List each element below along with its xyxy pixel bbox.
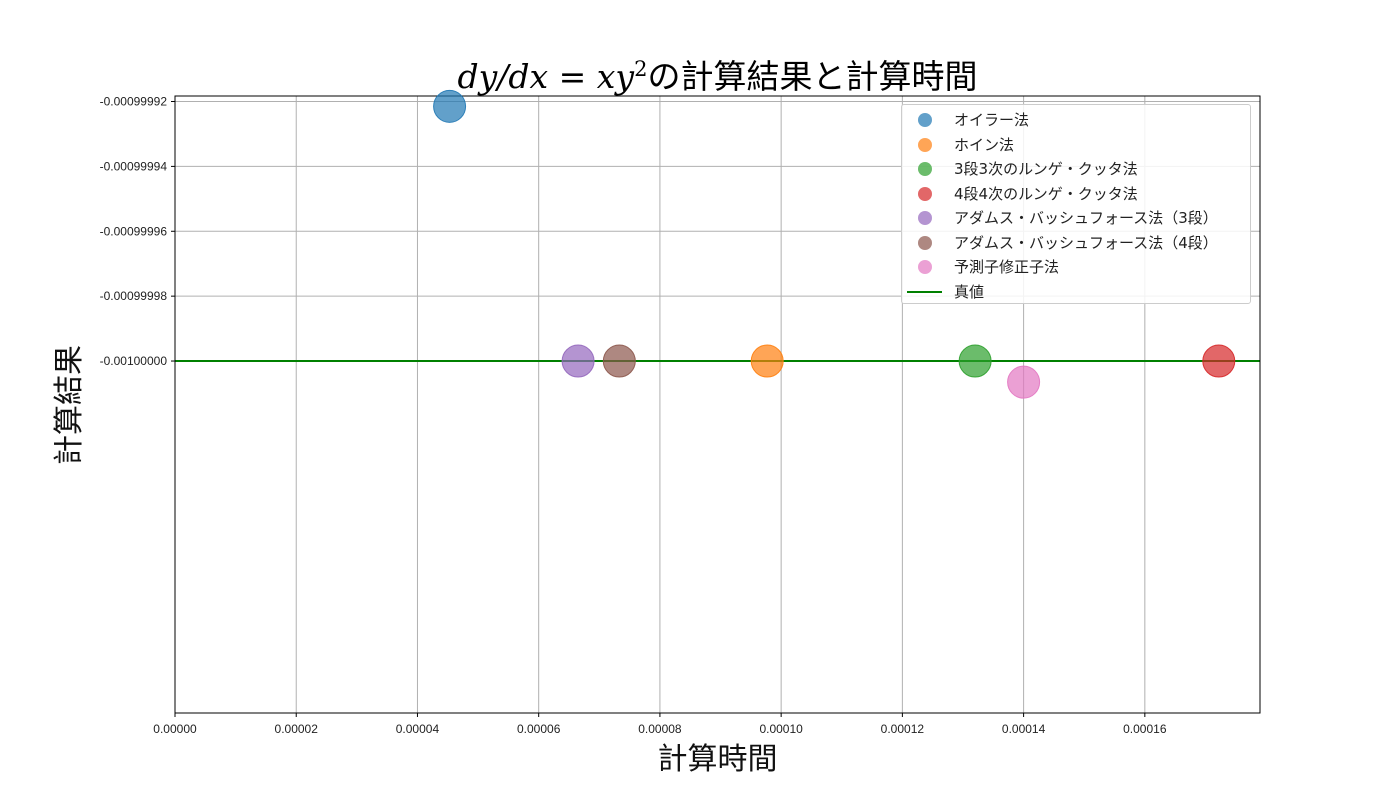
legend-item: 真値 [902, 280, 1250, 305]
legend-item: アダムス・バッシュフォース法（4段） [902, 231, 1250, 256]
legend-label: 3段3次のルンゲ・クッタ法 [954, 160, 1138, 178]
legend-label: 予測子修正子法 [954, 258, 1060, 276]
chart-title: dy/dx = xy2の計算結果と計算時間 [175, 50, 1260, 98]
y-axis-label: 計算結果 [52, 345, 87, 465]
x-tick-label: 0.00012 [881, 722, 925, 736]
y-tick-label: -0.00099998 [100, 289, 168, 303]
title-equation: dy/dx = xy2 [457, 57, 648, 96]
y-tick-label: -0.00100000 [100, 354, 168, 368]
x-axis-label: 計算時間 [657, 742, 778, 777]
x-tick-label: 0.00004 [396, 722, 440, 736]
plot-frame [174, 95, 1261, 714]
x-tick-label: 0.00014 [1002, 722, 1046, 736]
legend-item: 予測子修正子法 [902, 255, 1250, 280]
legend-item: オイラー法 [902, 108, 1250, 133]
legend-marker [918, 235, 932, 250]
legend-label: アダムス・バッシュフォース法（3段） [954, 209, 1218, 227]
x-tick-label: 0.00016 [1123, 722, 1167, 736]
legend-marker [918, 260, 932, 274]
data-point [602, 344, 636, 378]
legend-marker [918, 137, 932, 152]
x-tick-label: 0.00008 [638, 722, 682, 736]
legend-marker [918, 162, 932, 176]
legend-label: アダムス・バッシュフォース法（4段） [954, 233, 1218, 252]
x-tick-label: 0.00002 [275, 722, 319, 736]
title-text: の計算結果と計算時間 [647, 57, 978, 96]
legend-marker [918, 186, 932, 201]
y-tick-label: -0.00099996 [100, 224, 168, 238]
data-point [958, 344, 992, 378]
legend-item: ホイン法 [902, 133, 1250, 158]
legend-item: 3段3次のルンゲ・クッタ法 [902, 157, 1250, 182]
legend-label: オイラー法 [954, 111, 1030, 129]
legend: オイラー法ホイン法 3段3次のルンゲ・クッタ法 4段4次のルンゲ・クッタ法アダムス・… [901, 104, 1251, 304]
x-tick-label: 0.00006 [517, 722, 561, 736]
legend-label: 真値 [954, 282, 985, 301]
x-tick-label: 0.00000 [153, 722, 197, 736]
data-point [1007, 365, 1041, 399]
legend-item: 4段4次のルンゲ・クッタ法 [902, 182, 1250, 207]
y-tick-label: -0.00099994 [100, 159, 168, 173]
legend-marker [918, 113, 932, 127]
legend-line-marker [907, 290, 942, 293]
legend-marker [918, 211, 932, 225]
x-tick-label: 0.00010 [759, 722, 803, 736]
data-point [750, 344, 784, 378]
legend-label: ホイン法 [954, 135, 1015, 154]
y-tick-label: -0.00099992 [100, 95, 168, 109]
legend-item: アダムス・バッシュフォース法（3段） [902, 206, 1250, 231]
data-point [433, 89, 467, 123]
legend-label: 4段4次のルンゲ・クッタ法 [954, 184, 1138, 203]
data-point [1202, 344, 1236, 378]
data-point [561, 344, 595, 378]
